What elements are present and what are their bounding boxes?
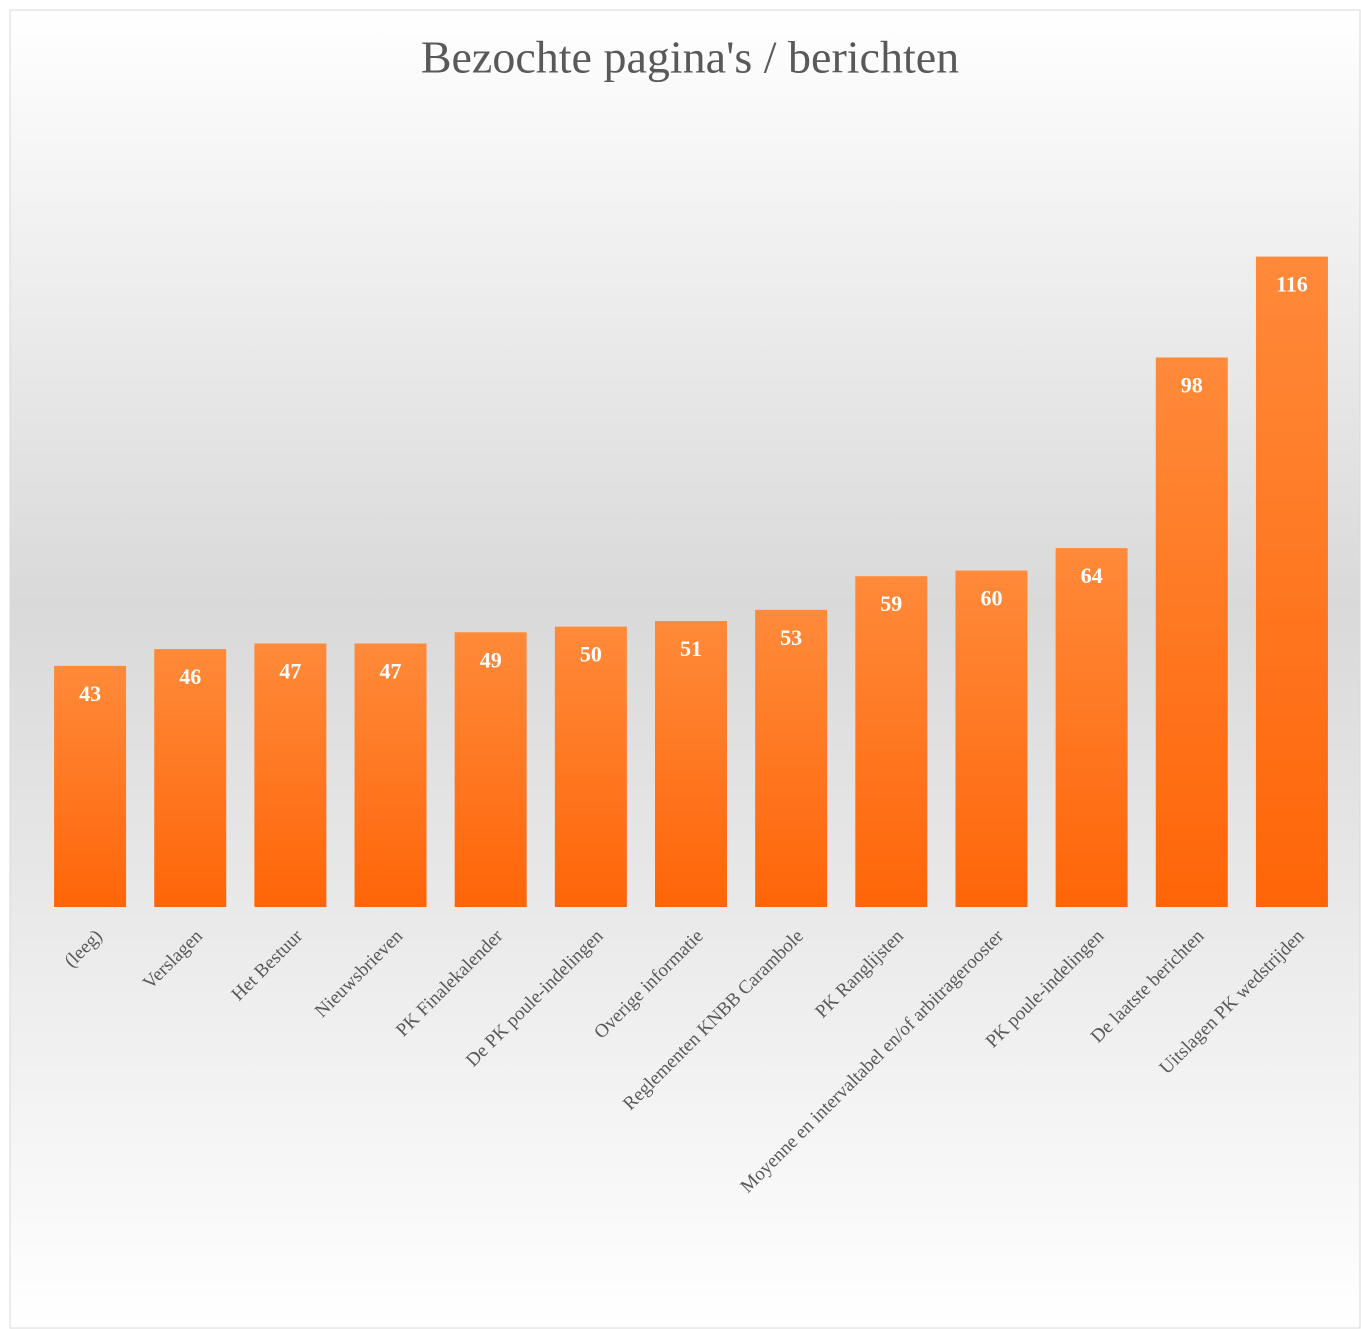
value-label: 51 [680,636,702,661]
bar [655,621,727,907]
value-label: 59 [880,591,902,616]
bar [1055,548,1128,907]
value-label: 98 [1181,373,1203,398]
value-label: 116 [1276,272,1308,297]
bar [855,576,928,907]
value-label: 47 [279,659,301,684]
bar [454,632,527,907]
value-label: 43 [79,681,101,706]
bar [955,570,1028,907]
bar [1255,256,1328,908]
value-label: 53 [780,625,802,650]
value-label: 60 [980,586,1002,611]
chart-title: Bezochte pagina's / berichten [421,32,959,83]
bar [1155,357,1228,907]
value-label: 47 [380,659,402,684]
bar [554,626,627,907]
bar [154,649,227,907]
bar [755,609,828,907]
value-label: 50 [580,642,602,667]
bar [354,643,427,907]
value-label: 46 [179,664,201,689]
bar [254,643,327,907]
value-label: 49 [480,647,502,672]
value-label: 64 [1081,563,1103,588]
bar [54,665,127,907]
